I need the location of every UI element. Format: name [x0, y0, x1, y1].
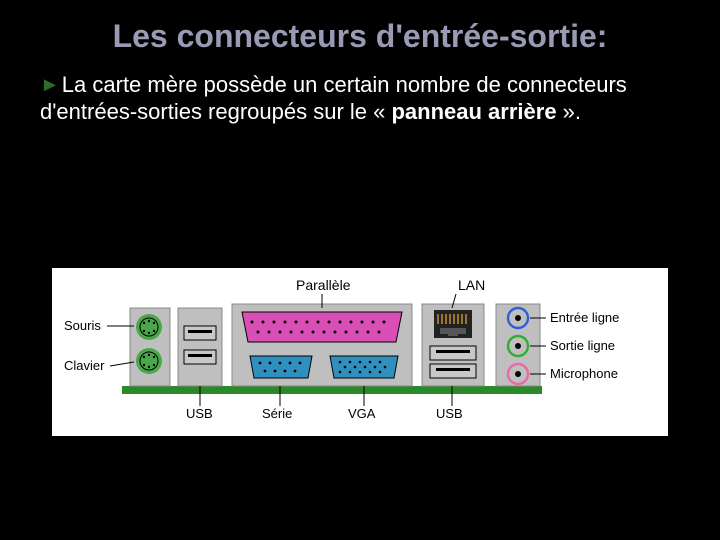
io-panel-diagram: Parallèle LAN Souris Clavier USB Série V… — [52, 268, 668, 436]
parallel-port — [242, 312, 402, 342]
label-usb1: USB — [186, 406, 213, 421]
body-bold: panneau arrière — [391, 99, 556, 124]
label-serie: Série — [262, 406, 292, 421]
io-panel-svg: Parallèle LAN Souris Clavier USB Série V… — [52, 268, 668, 436]
label-souris: Souris — [64, 318, 101, 333]
label-line-in: Entrée ligne — [550, 310, 619, 325]
slide: Les connecteurs d'entrée-sortie: ►La car… — [0, 0, 720, 540]
label-parallele: Parallèle — [296, 277, 351, 293]
bullet-marker: ► — [40, 74, 60, 96]
slide-title: Les connecteurs d'entrée-sortie: — [0, 0, 720, 65]
usb-left-block — [178, 308, 222, 386]
label-mic: Microphone — [550, 366, 618, 381]
pcb-strip — [122, 386, 542, 394]
label-line-out: Sortie ligne — [550, 338, 615, 353]
serial-port — [250, 356, 312, 378]
label-lan: LAN — [458, 277, 485, 293]
label-usb2: USB — [436, 406, 463, 421]
label-clavier: Clavier — [64, 358, 105, 373]
body-paragraph: ►La carte mère possède un certain nombre… — [0, 65, 720, 126]
body-post: ». — [557, 99, 581, 124]
label-vga: VGA — [348, 406, 376, 421]
